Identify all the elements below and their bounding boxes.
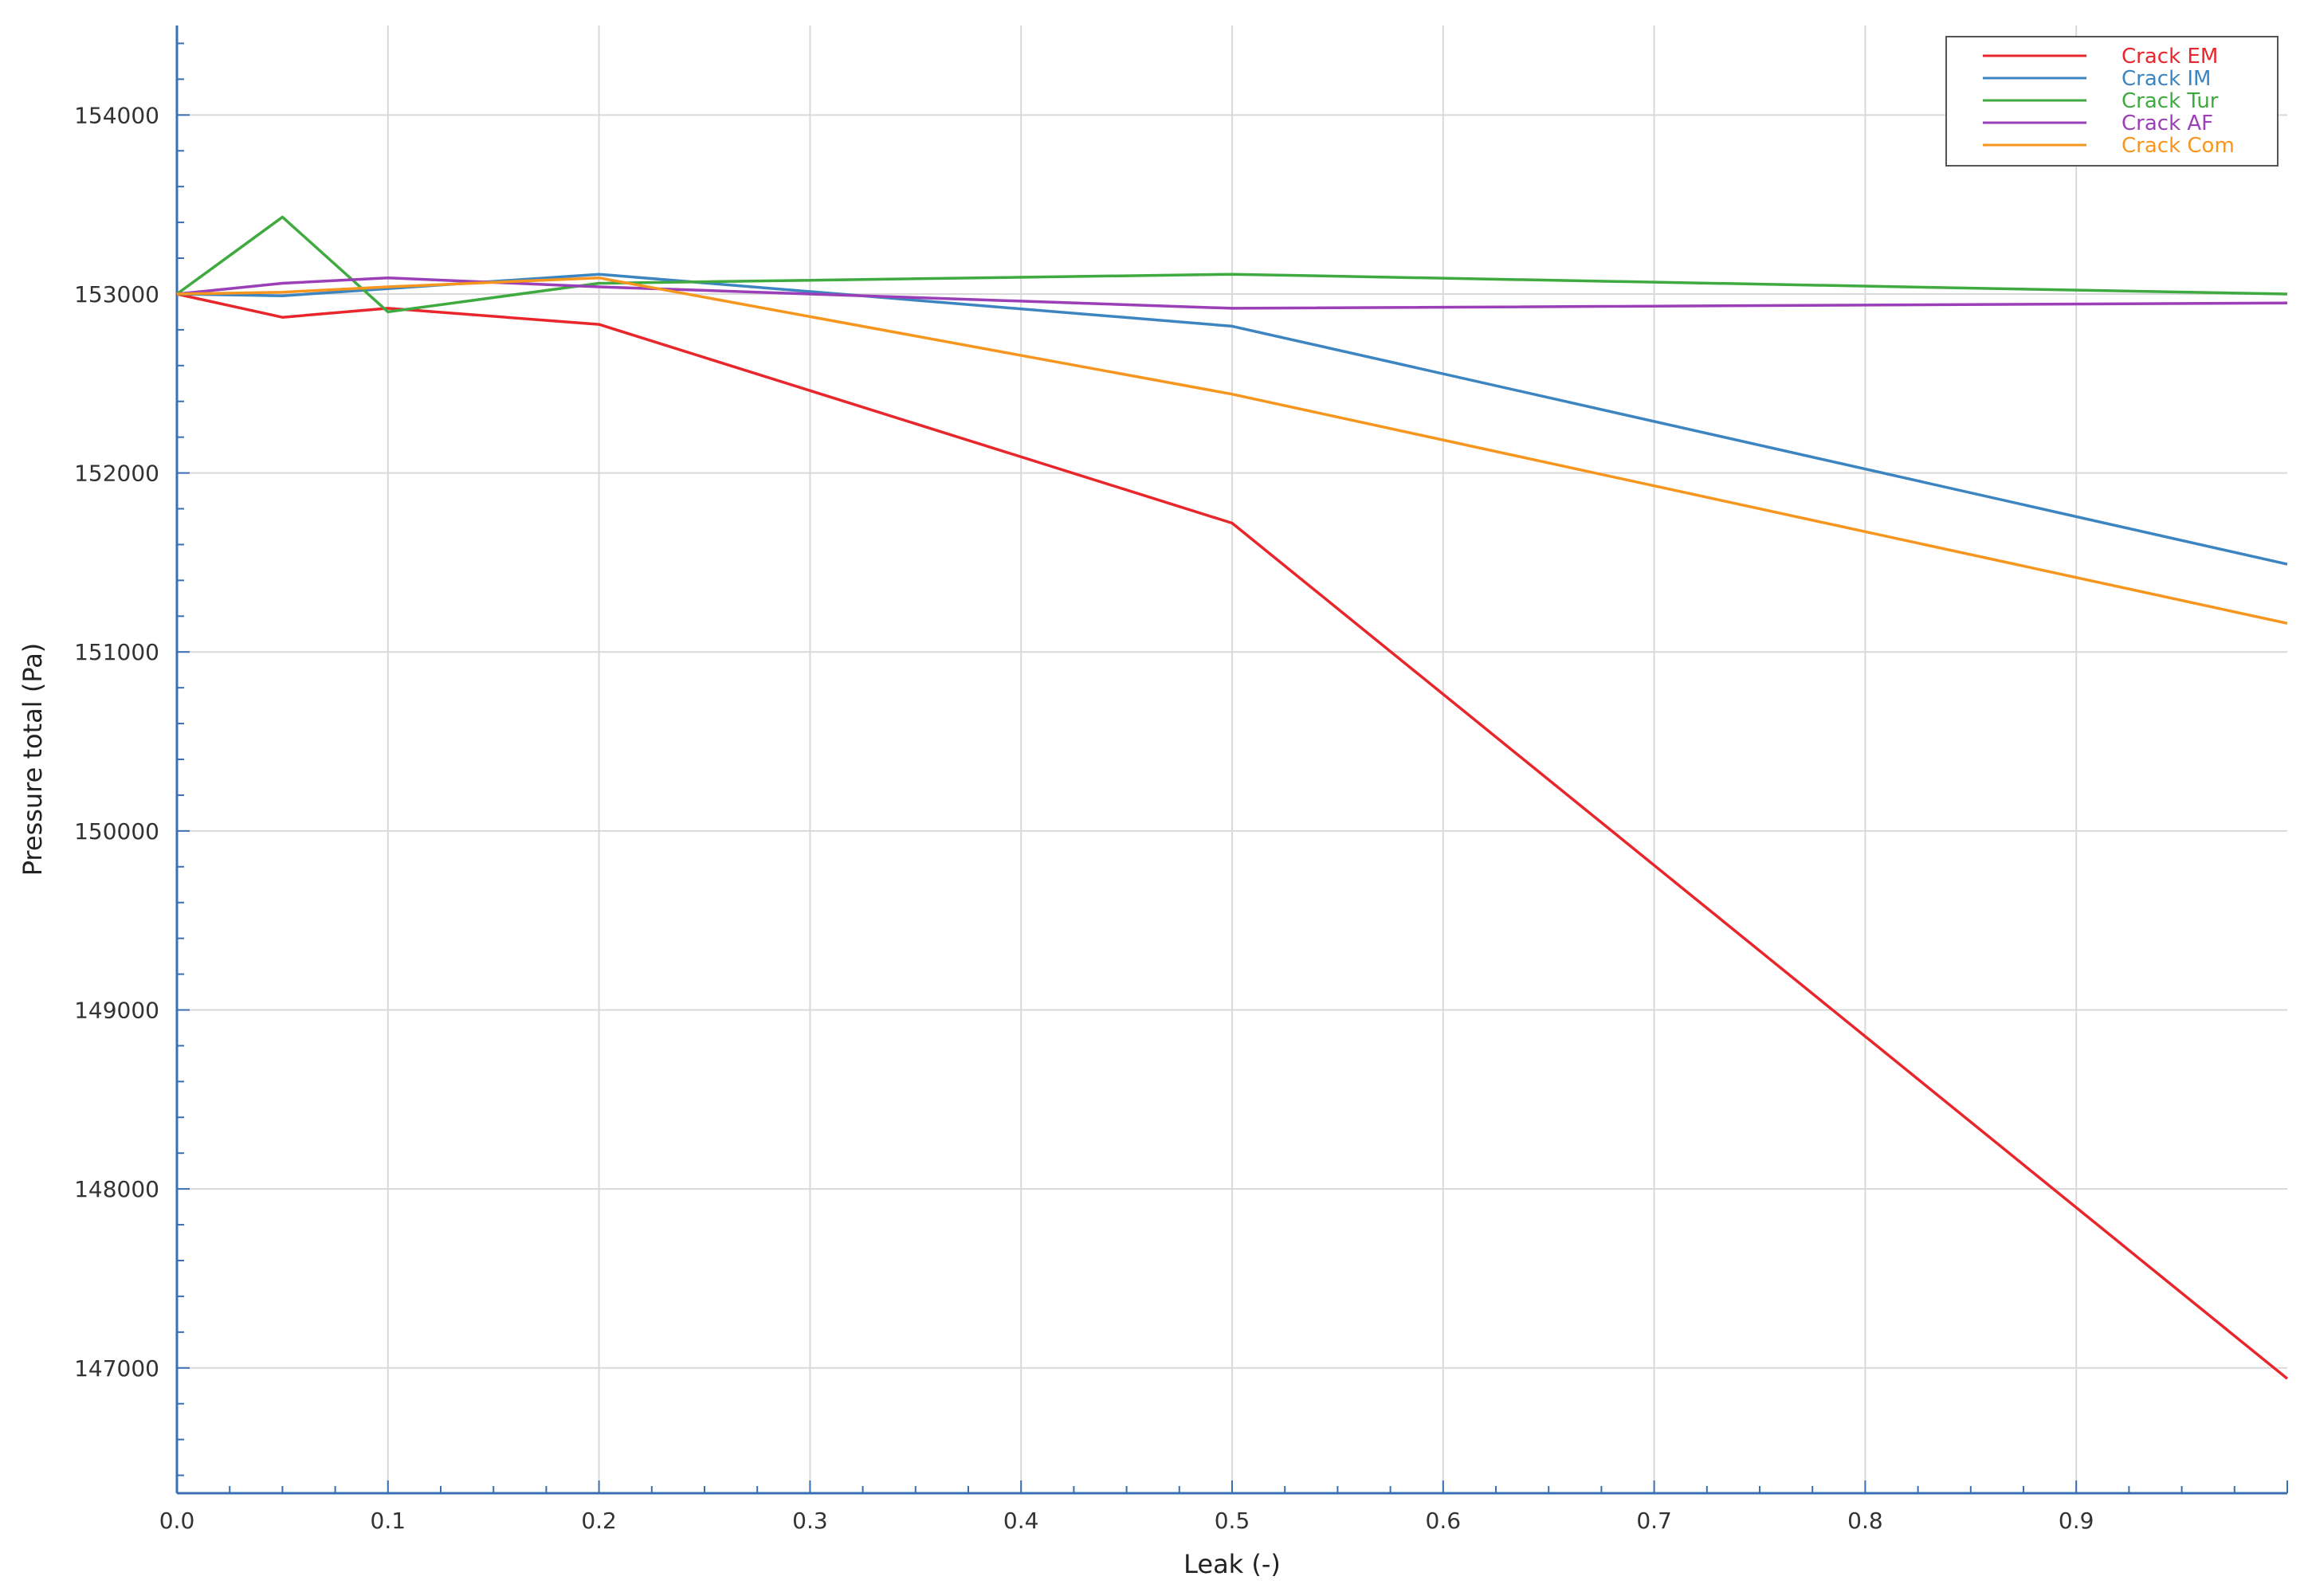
x-tick-label: 0.3 <box>792 1508 828 1534</box>
tick-labels: 147000 148000 149000 150000 151000 152000 1530… <box>74 102 2094 1534</box>
x-tick-label: 0.6 <box>1426 1508 1462 1534</box>
y-tick-label: 149000 <box>74 997 159 1023</box>
y-tick-label: 148000 <box>74 1176 159 1202</box>
axes <box>175 25 2288 1495</box>
x-tick-label: 0.4 <box>1003 1508 1039 1534</box>
y-tick-label: 150000 <box>74 818 159 845</box>
x-axis-title: Leak (-) <box>1183 1549 1281 1579</box>
x-tick-label: 0.8 <box>1847 1508 1883 1534</box>
x-tick-label: 0.9 <box>2059 1508 2094 1534</box>
y-axis-title: Pressure total (Pa) <box>18 643 48 876</box>
series-lines <box>175 215 2289 1380</box>
legend-label-crack-im: Crack IM <box>2122 67 2212 91</box>
legend-label-crack-af: Crack AF <box>2122 112 2213 135</box>
y-tick-label: 151000 <box>74 639 159 665</box>
y-tick-label: 152000 <box>74 461 159 487</box>
x-tick-label: 0.7 <box>1636 1508 1672 1534</box>
legend-label-crack-tur: Crack Tur <box>2122 89 2219 113</box>
legend-label-crack-com: Crack Com <box>2122 134 2235 158</box>
grid <box>177 25 2287 1493</box>
series-line-crack-tur <box>175 215 2288 314</box>
series-line-crack-com <box>176 276 2288 625</box>
x-tick-label: 0.2 <box>581 1508 617 1534</box>
y-tick-label: 153000 <box>74 281 159 308</box>
x-tick-label: 0.0 <box>159 1508 195 1534</box>
x-tick-label: 0.5 <box>1215 1508 1250 1534</box>
x-tick-label: 0.1 <box>371 1508 406 1534</box>
series-line-crack-em <box>176 292 2289 1380</box>
legend-label-crack-em: Crack EM <box>2122 45 2218 69</box>
y-tick-label: 147000 <box>74 1355 159 1382</box>
y-tick-label: 154000 <box>74 102 159 128</box>
